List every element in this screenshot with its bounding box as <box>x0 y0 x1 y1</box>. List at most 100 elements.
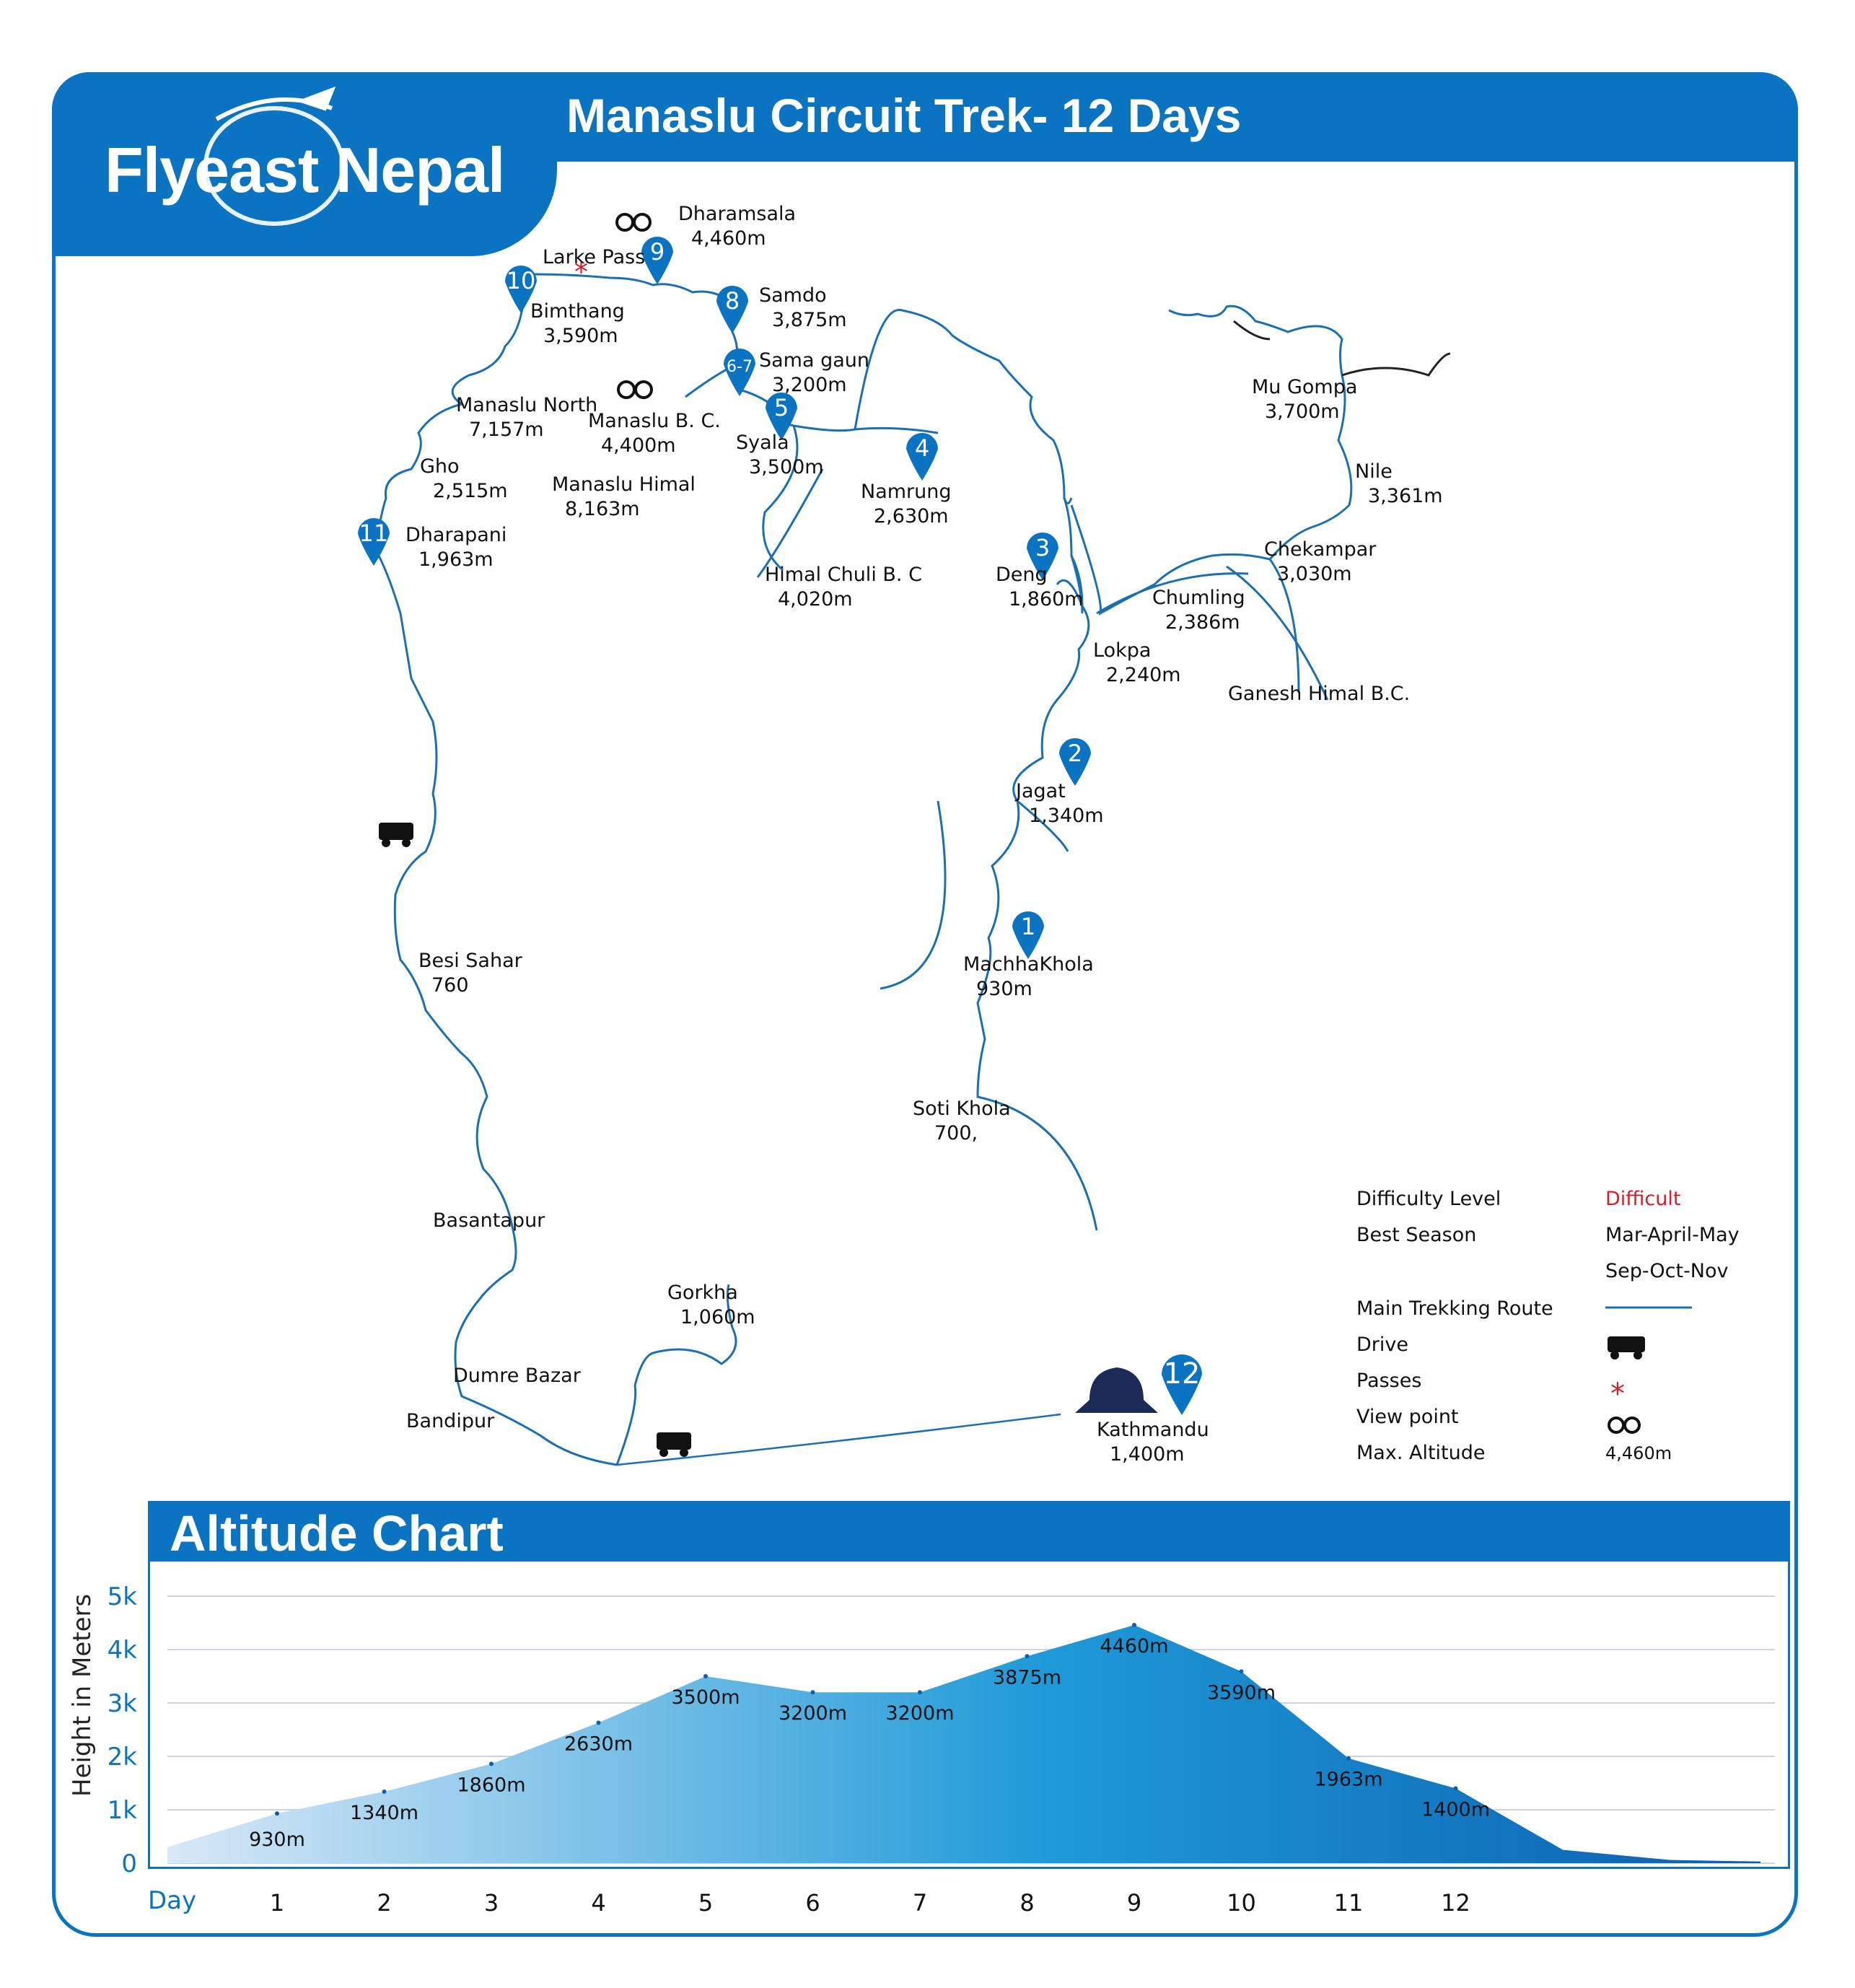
place-name-samdo: Samdo <box>759 284 827 307</box>
place-name-jagat: Jagat <box>1014 780 1066 802</box>
day-marker-label: 3 <box>1035 534 1050 561</box>
day-marker-3: 3 <box>1027 533 1058 580</box>
place-name-manasluhimal: Manaslu Himal <box>552 473 696 496</box>
place-name-samagaun: Sama gaun <box>759 349 869 372</box>
place-name-himalchuli: Himal Chuli B. C <box>765 564 922 586</box>
legend-difficulty-label: Difficulty Level <box>1356 1188 1501 1210</box>
day-marker-label: 1 <box>1021 913 1035 940</box>
altitude-data-label: 2630m <box>564 1733 633 1755</box>
place-altitude-kathmandu: 1,400m <box>1110 1443 1185 1466</box>
altitude-data-label: 3200m <box>885 1702 954 1725</box>
place-altitude-mugompa: 3,700m <box>1265 400 1340 423</box>
place-altitude-besisahar: 760 <box>431 974 469 997</box>
place-altitude-dharapani: 1,963m <box>418 548 494 571</box>
place-altitude-deng: 1,860m <box>1009 588 1084 610</box>
altitude-data-label: 1963m <box>1314 1769 1382 1791</box>
place-altitude-manaslubc: 4,400m <box>601 434 676 457</box>
day-marker-6-7: 6-7 <box>724 349 755 396</box>
place-altitude-soti: 700, <box>934 1122 978 1144</box>
place-altitude-jagat: 1,340m <box>1029 805 1104 827</box>
altitude-data-label: 3875m <box>993 1666 1061 1689</box>
place-name-syala: Syala <box>736 432 789 454</box>
legend-maxalt-label: Max. Altitude <box>1356 1442 1486 1464</box>
place-name-mugompa: Mu Gompa <box>1252 376 1357 398</box>
page-title: Manaslu Circuit Trek- 12 Days <box>566 89 1242 142</box>
place-name-manaslunorth: Manaslu North <box>456 394 597 416</box>
y-tick-label: 3k <box>108 1689 138 1718</box>
altitude-point <box>382 1789 387 1794</box>
place-name-deng: Deng <box>996 564 1048 586</box>
place-altitude-lokpa: 2,240m <box>1106 664 1181 686</box>
altitude-area <box>167 1624 1760 1863</box>
altitude-data-label: 3500m <box>671 1686 740 1709</box>
legend-season-label: Best Season <box>1356 1224 1476 1246</box>
y-tick-label: 0 <box>121 1849 137 1878</box>
day-marker-2: 2 <box>1059 738 1091 786</box>
place-name-larke: Larke Pass <box>543 246 645 268</box>
place-name-chekampar: Chekampar <box>1264 538 1377 561</box>
day-marker-5: 5 <box>766 393 797 440</box>
jeep-icon <box>1608 1336 1645 1359</box>
altitude-point <box>1025 1654 1030 1659</box>
x-tick-label: 8 <box>1019 1889 1034 1917</box>
place-name-bandipur: Bandipur <box>406 1410 495 1432</box>
place-altitude-nile: 3,361m <box>1368 485 1443 507</box>
binoculars-icon <box>1608 1416 1641 1434</box>
x-tick-label: 5 <box>698 1889 713 1917</box>
altitude-point <box>1132 1622 1136 1627</box>
place-name-soti: Soti Khola <box>913 1098 1011 1120</box>
place-name-bimthang: Bimthang <box>530 300 625 323</box>
place-name-kathmandu: Kathmandu <box>1097 1419 1209 1441</box>
altitude-point <box>275 1811 279 1816</box>
y-tick-label: 1k <box>108 1796 138 1825</box>
x-tick-label: 7 <box>913 1889 927 1917</box>
day-marker-10: 10 <box>505 266 537 313</box>
legend-view-label: View point <box>1356 1406 1459 1428</box>
place-name-namrung: Namrung <box>861 481 952 503</box>
y-axis-label: Height in Meters <box>68 1594 97 1797</box>
legend-season-value-1: Mar-April-May <box>1605 1224 1740 1246</box>
altitude-data-label: 1860m <box>457 1774 525 1796</box>
place-name-manaslubc: Manaslu B. C. <box>588 410 721 432</box>
legend-difficulty-value: Difficult <box>1605 1188 1680 1210</box>
asterisk-icon: * <box>574 256 588 288</box>
altitude-point <box>918 1690 922 1695</box>
place-altitude-gho: 2,515m <box>433 480 508 502</box>
brand-logo: Flyeast Nepal <box>105 134 505 206</box>
place-altitude-manaslunorth: 7,157m <box>469 419 544 441</box>
binoculars-icon <box>615 213 653 399</box>
x-tick-label: 1 <box>270 1889 284 1917</box>
place-name-nile: Nile <box>1355 460 1393 483</box>
legend-passes-label: Passes <box>1356 1370 1421 1392</box>
day-marker-label: 2 <box>1068 740 1082 767</box>
x-tick-label: 9 <box>1127 1889 1141 1917</box>
day-marker-8: 8 <box>716 286 748 333</box>
place-name-basantapur: Basantapur <box>433 1209 545 1232</box>
place-altitude-machha: 930m <box>976 978 1032 1000</box>
day-marker-label: 12 <box>1164 1357 1201 1391</box>
altitude-data-label: 930m <box>249 1829 305 1851</box>
day-marker-4: 4 <box>906 433 938 481</box>
day-marker-9: 9 <box>641 237 673 284</box>
place-altitude-namrung: 2,630m <box>874 505 949 527</box>
altitude-data-label: 3590m <box>1207 1681 1276 1704</box>
place-altitude-samdo: 3,875m <box>772 309 847 331</box>
day-marker-label: 5 <box>774 394 789 421</box>
place-altitude-samagaun: 3,200m <box>772 374 847 396</box>
day-marker-1: 1 <box>1012 911 1044 959</box>
day-marker-label: 4 <box>915 434 929 462</box>
x-tick-label: 11 <box>1334 1889 1364 1917</box>
legend-maxalt-value: 4,460m <box>1605 1443 1672 1463</box>
altitude-data-label: 1400m <box>1421 1798 1490 1821</box>
x-tick-label: 6 <box>805 1889 820 1917</box>
day-marker-11: 11 <box>358 518 390 566</box>
place-name-lokpa: Lokpa <box>1093 639 1151 662</box>
altitude-point <box>1453 1786 1458 1791</box>
x-tick-label: 3 <box>484 1889 499 1917</box>
